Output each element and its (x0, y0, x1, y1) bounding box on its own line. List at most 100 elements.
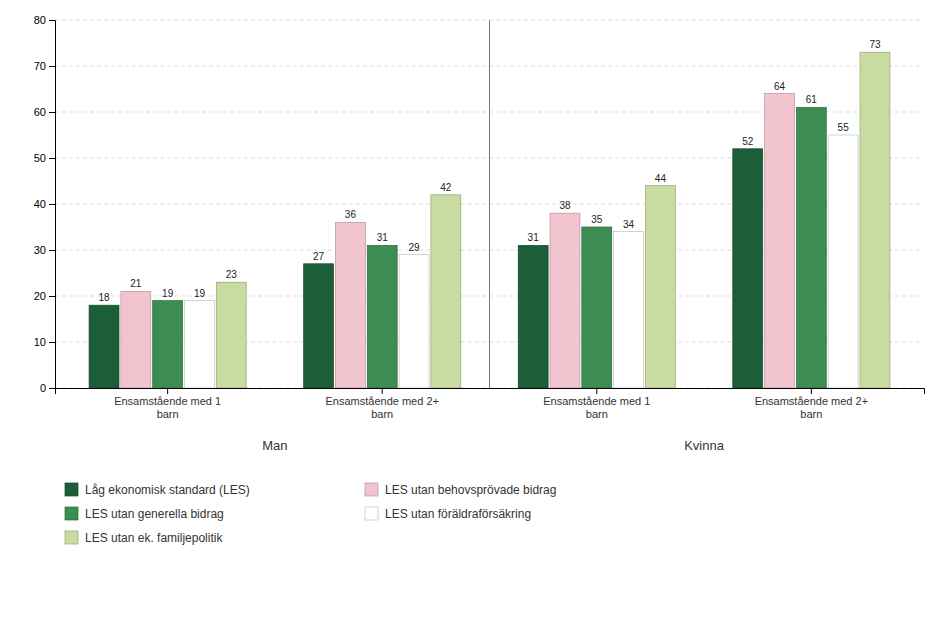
bar (185, 301, 215, 388)
y-axis: 0 10 20 30 40 50 60 70 80 (34, 14, 56, 394)
data-label: 64 (774, 81, 786, 92)
data-label: 44 (655, 173, 667, 184)
bar (765, 94, 795, 388)
tick-label: Ensamstående med 1barn (114, 395, 221, 420)
bar (614, 232, 644, 388)
data-label: 73 (869, 39, 881, 50)
tick-label: 60 (34, 106, 46, 118)
bar (153, 301, 183, 388)
tick-mark (49, 158, 55, 159)
legend-swatch (65, 507, 78, 520)
tick: 10 (34, 336, 55, 348)
data-label: 61 (806, 94, 818, 105)
tick-mark (49, 204, 55, 205)
tick-mark (811, 388, 812, 394)
section-label: Man (262, 438, 287, 453)
legend-swatch (365, 483, 378, 496)
data-label: 29 (408, 242, 420, 253)
tick-label: 10 (34, 336, 46, 348)
legend-swatch (65, 531, 78, 544)
data-label: 55 (838, 122, 850, 133)
tick: 40 (34, 198, 55, 210)
data-label: 21 (130, 278, 142, 289)
axis-line (49, 21, 56, 389)
sections: Man Kvinna (262, 20, 724, 453)
data-label: 42 (440, 182, 452, 193)
chart: 01020304050607080Ensamstående med 1barnE… (0, 0, 944, 618)
data-label: 18 (98, 292, 110, 303)
bar (367, 245, 397, 388)
legend: Låg ekonomisk standard (LES) LES utan beh… (65, 483, 556, 545)
tick-mark (49, 296, 55, 297)
tick: 70 (34, 60, 55, 72)
axis-line (56, 389, 925, 395)
bar (645, 186, 675, 388)
tick: 50 (34, 152, 55, 164)
bar (550, 213, 580, 388)
bar (335, 222, 365, 388)
tick-label: 20 (34, 290, 46, 302)
data-label: 27 (313, 251, 325, 262)
bar (304, 264, 334, 388)
tick-mark (49, 20, 55, 21)
bar (399, 255, 429, 388)
data-label: 31 (528, 232, 540, 243)
legend-swatch (65, 483, 78, 496)
bar (121, 291, 151, 388)
bar (860, 52, 890, 388)
tick-label: 50 (34, 152, 46, 164)
tick: Ensamstående med 1barn (543, 388, 650, 420)
x-axis: Ensamstående med 1barn Ensamstående med 2… (56, 388, 925, 420)
tick: 30 (34, 244, 55, 256)
plot: 01020304050607080Ensamstående med 1barnE… (34, 14, 925, 453)
data-label: 19 (162, 288, 174, 299)
data-label: 23 (226, 269, 238, 280)
data-label: 19 (194, 288, 206, 299)
tick-mark (167, 388, 168, 394)
legend-item: LES utan föräldraförsäkring (365, 507, 531, 521)
legend-label: Låg ekonomisk standard (LES) (85, 483, 250, 497)
tick-label: Ensamstående med 2+barn (755, 395, 868, 420)
data-label: 52 (742, 136, 754, 147)
tick-mark (382, 388, 383, 394)
bar (828, 135, 858, 388)
data-label: 31 (377, 232, 389, 243)
tick: Ensamstående med 1barn (114, 388, 221, 420)
data-label: 36 (345, 209, 357, 220)
tick-label: 40 (34, 198, 46, 210)
tick: 60 (34, 106, 55, 118)
tick-label: 80 (34, 14, 46, 26)
bar (216, 282, 246, 388)
section-separator (489, 20, 490, 388)
section-label: Kvinna (684, 438, 725, 453)
legend-item: LES utan generella bidrag (65, 507, 224, 521)
bar (431, 195, 461, 388)
tick-label: Ensamstående med 2+barn (325, 395, 438, 420)
data-labels: 1827315221363864193135611929345523424473 (98, 39, 880, 303)
tick-mark (49, 342, 55, 343)
legend-item: Låg ekonomisk standard (LES) (65, 483, 250, 497)
tick-mark (49, 66, 55, 67)
data-label: 34 (623, 219, 635, 230)
tick: Ensamstående med 2+barn (755, 388, 868, 420)
tick-label: 0 (40, 382, 46, 394)
bars (89, 52, 890, 388)
tick: 80 (34, 14, 55, 26)
bar (89, 305, 119, 388)
tick-mark (49, 388, 55, 389)
tick-mark (596, 388, 597, 394)
tick-label: 30 (34, 244, 46, 256)
legend-label: LES utan behovsprövade bidrag (385, 483, 556, 497)
legend-item: LES utan behovsprövade bidrag (365, 483, 556, 497)
tick: 0 (40, 382, 55, 394)
tick: 20 (34, 290, 55, 302)
bar (582, 227, 612, 388)
legend-item: LES utan ek. familjepolitik (65, 531, 223, 545)
legend-label: LES utan ek. familjepolitik (85, 531, 223, 545)
legend-label: LES utan föräldraförsäkring (385, 507, 531, 521)
tick-mark (49, 112, 55, 113)
bar (733, 149, 763, 388)
tick-label: Ensamstående med 1barn (543, 395, 650, 420)
data-label: 35 (591, 214, 603, 225)
tick-label: 70 (34, 60, 46, 72)
